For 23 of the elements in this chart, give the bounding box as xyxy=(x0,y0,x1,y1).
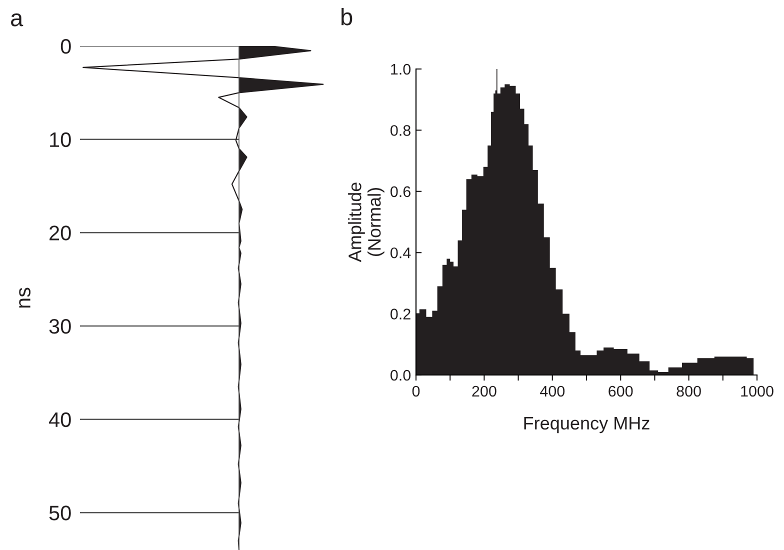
y-axis-title: Amplitude (Normal) xyxy=(348,182,384,262)
y-tick-label: 30 xyxy=(49,319,71,334)
y-tick-label: 20 xyxy=(50,226,71,240)
x-tick-label: 400 xyxy=(540,386,565,397)
y-axis-title: ns xyxy=(19,288,30,308)
y-tick-label: 40 xyxy=(48,412,71,428)
x-axis-title: Frequency MHz xyxy=(524,416,650,434)
x-tick-label: 600 xyxy=(608,386,633,397)
chart-title: b xyxy=(342,8,352,26)
x-tick-label: 200 xyxy=(472,386,496,397)
chart-title: a xyxy=(11,13,24,26)
y-tick-label: 0.8 xyxy=(390,125,410,136)
x-tick-label: 800 xyxy=(676,386,701,397)
y-tick-label: 1.0 xyxy=(391,64,411,75)
y-tick-label: 0.2 xyxy=(390,308,410,320)
y-tick-label: 0.4 xyxy=(390,247,411,258)
x-tick-label: 0 xyxy=(412,386,420,397)
y-tick-label: 50 xyxy=(49,506,71,520)
x-tick-label: 1000 xyxy=(741,386,774,397)
y-tick-label: 10 xyxy=(50,132,71,148)
y-tick-label: 0 xyxy=(60,39,71,54)
y-tick-label: 0.0 xyxy=(390,370,411,381)
y-tick-label: 0.6 xyxy=(390,186,410,198)
